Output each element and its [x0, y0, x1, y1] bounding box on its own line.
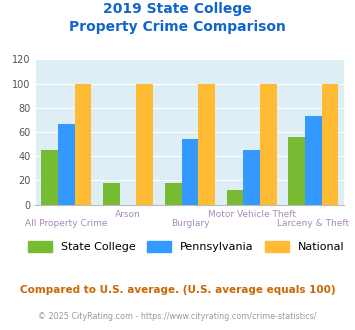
Text: All Property Crime: All Property Crime: [25, 219, 108, 228]
Text: Motor Vehicle Theft: Motor Vehicle Theft: [208, 210, 296, 218]
Text: Burglary: Burglary: [171, 219, 209, 228]
Text: Larceny & Theft: Larceny & Theft: [277, 219, 350, 228]
Bar: [182, 139, 198, 205]
Text: Property Crime Comparison: Property Crime Comparison: [69, 20, 286, 34]
Bar: [227, 190, 244, 205]
Bar: [198, 83, 215, 205]
Bar: [58, 123, 75, 205]
Legend: State College, Pennsylvania, National: State College, Pennsylvania, National: [23, 237, 349, 257]
Bar: [165, 183, 182, 205]
Text: © 2025 CityRating.com - https://www.cityrating.com/crime-statistics/: © 2025 CityRating.com - https://www.city…: [38, 312, 317, 321]
Bar: [75, 83, 91, 205]
Bar: [136, 83, 153, 205]
Text: Compared to U.S. average. (U.S. average equals 100): Compared to U.S. average. (U.S. average …: [20, 285, 335, 295]
Bar: [42, 150, 58, 205]
Bar: [289, 137, 305, 205]
Bar: [103, 183, 120, 205]
Bar: [322, 83, 338, 205]
Bar: [305, 116, 322, 205]
Bar: [244, 150, 260, 205]
Bar: [260, 83, 277, 205]
Text: 2019 State College: 2019 State College: [103, 2, 252, 16]
Text: Arson: Arson: [115, 210, 141, 218]
